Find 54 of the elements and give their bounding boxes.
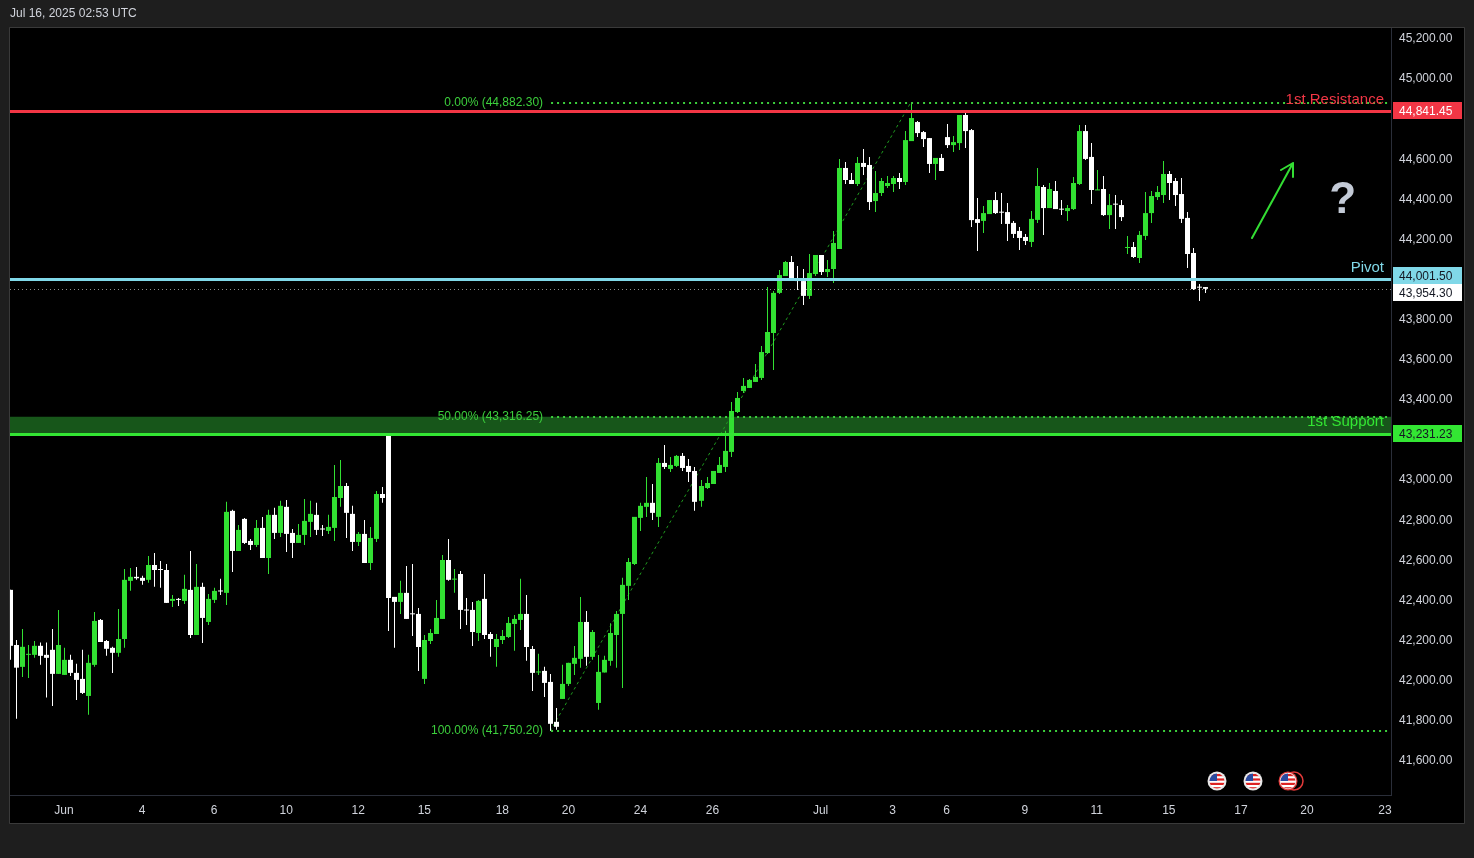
y-tick-label: 43,400.00 bbox=[1399, 392, 1453, 407]
y-tick-label: 42,200.00 bbox=[1399, 632, 1453, 647]
y-tick-label: 41,600.00 bbox=[1399, 753, 1453, 768]
candlestick bbox=[1059, 200, 1064, 216]
x-tick-label: 4 bbox=[138, 802, 146, 817]
y-tick-label: 41,800.00 bbox=[1399, 713, 1453, 728]
x-tick-label: 24 bbox=[633, 802, 648, 817]
text: 43,954.30 bbox=[1399, 285, 1453, 300]
x-tick-label: Jun bbox=[54, 802, 74, 817]
x-tick-label: 15 bbox=[417, 802, 432, 817]
candlestick bbox=[218, 578, 223, 595]
x-tick-label: Jul bbox=[812, 802, 829, 817]
y-tick-label: 42,400.00 bbox=[1399, 592, 1453, 607]
y-tick-label: 43,600.00 bbox=[1399, 352, 1453, 367]
annotation: ? bbox=[1329, 173, 1357, 223]
text: 44,841.45 bbox=[1399, 103, 1453, 118]
ref-line-label: 50.00% (43,316.25) bbox=[437, 409, 544, 424]
y-tick-label: 44,600.00 bbox=[1399, 151, 1453, 166]
candlestick bbox=[536, 653, 541, 675]
ref-line-label: 1st Support bbox=[1307, 412, 1385, 430]
text: 44,001.50 bbox=[1399, 268, 1453, 283]
x-tick-label: 26 bbox=[705, 802, 720, 817]
y-tick-label: 42,600.00 bbox=[1399, 552, 1453, 567]
ref-line-label: 1st Resistance bbox=[1285, 89, 1384, 107]
x-tick-label: 9 bbox=[1021, 802, 1029, 817]
x-tick-label: 6 bbox=[943, 802, 951, 817]
x-tick-label: 3 bbox=[889, 802, 897, 817]
x-tick-label: 6 bbox=[210, 802, 218, 817]
y-tick-label: 44,200.00 bbox=[1399, 231, 1453, 246]
candlestick bbox=[1095, 169, 1100, 191]
candlestick bbox=[1113, 195, 1118, 229]
x-tick-label: 20 bbox=[1300, 802, 1314, 817]
y-tick-label: 43,000.00 bbox=[1399, 472, 1453, 487]
y-tick-label: 43,800.00 bbox=[1399, 312, 1453, 327]
candlestick bbox=[452, 569, 457, 593]
x-tick-label: 18 bbox=[495, 802, 510, 817]
y-tick-label: 42,800.00 bbox=[1399, 512, 1453, 527]
x-tick-label: 10 bbox=[279, 802, 294, 817]
text: 43,231.23 bbox=[1399, 426, 1453, 441]
x-tick-label: 15 bbox=[1162, 802, 1176, 817]
ref-line-label: Pivot bbox=[1350, 258, 1385, 275]
ref-line-label: 100.00% (41,750.20) bbox=[430, 723, 544, 738]
x-tick-label: 11 bbox=[1090, 802, 1104, 817]
y-tick-label: 45,000.00 bbox=[1399, 71, 1453, 86]
x-tick-label: 12 bbox=[351, 802, 366, 817]
x-tick-label: 20 bbox=[561, 802, 576, 817]
y-tick-label: 45,200.00 bbox=[1399, 31, 1453, 46]
y-tick-label: 44,400.00 bbox=[1399, 191, 1453, 206]
chart-title: Jul 16, 2025 02:53 UTC bbox=[10, 6, 138, 21]
x-tick-label: 23 bbox=[1378, 802, 1392, 817]
y-tick-label: 42,000.00 bbox=[1399, 673, 1453, 688]
ref-line-label: 0.00% (44,882.30) bbox=[444, 95, 544, 110]
candlestick bbox=[1125, 235, 1130, 254]
x-tick-label: 17 bbox=[1234, 802, 1248, 817]
